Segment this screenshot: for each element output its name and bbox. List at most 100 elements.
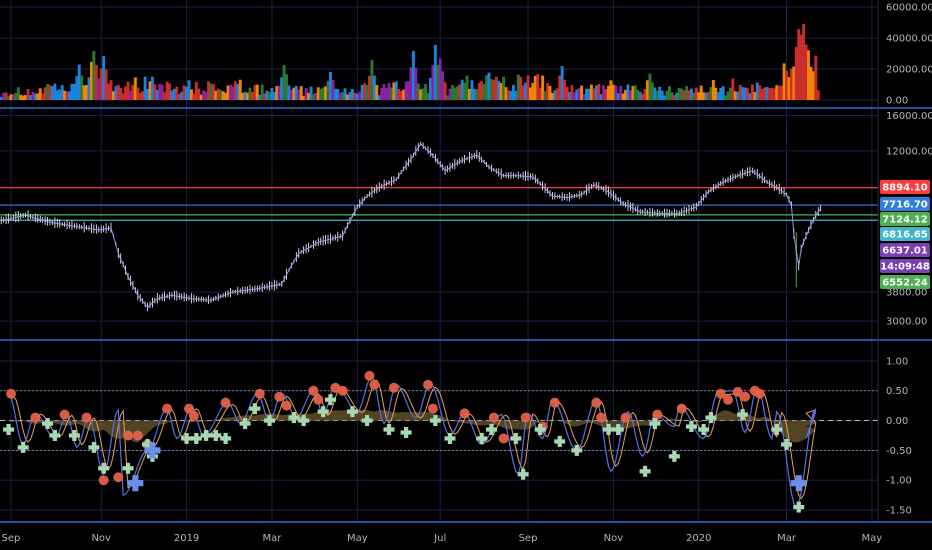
volume-bar <box>346 94 350 100</box>
oscillator-red-dot <box>676 403 687 414</box>
volume-bar <box>294 85 298 100</box>
oscillator-green-cross <box>705 412 717 424</box>
volume-bar <box>238 79 242 100</box>
volume-bar <box>375 84 379 100</box>
oscillator-red-dot <box>723 394 734 405</box>
volume-bar <box>197 88 201 100</box>
volume-bar <box>677 87 681 100</box>
volume-bar <box>565 86 569 100</box>
volume-bar <box>429 77 432 100</box>
oscillator-green-cross <box>698 424 710 436</box>
volume-bar <box>48 85 52 100</box>
oscillator-red-dot <box>281 400 292 411</box>
volume-tick-label: 0.00 <box>886 96 908 107</box>
volume-bar <box>53 83 57 100</box>
oscillator-blue-cross <box>790 475 807 492</box>
volume-bar <box>646 80 649 100</box>
volume-bar <box>109 80 113 100</box>
volume-bar <box>287 85 291 100</box>
volume-bar <box>487 72 491 100</box>
oscillator-green-cross <box>781 438 793 450</box>
oscillator-green-cross <box>603 424 615 436</box>
volume-bar <box>719 88 723 100</box>
volume-bar <box>272 92 276 100</box>
volume-bar <box>41 93 45 100</box>
volume-bar <box>480 81 484 100</box>
oscillator-blue-cross <box>127 475 144 492</box>
oscillator-green-cross <box>793 501 805 513</box>
volume-bar <box>738 84 742 100</box>
volume-bar <box>668 86 671 100</box>
volume-bar <box>768 87 771 100</box>
volume-bar <box>116 84 120 100</box>
volume-bar <box>455 86 459 100</box>
volume-bar <box>616 93 620 100</box>
volume-bar <box>785 70 789 100</box>
volume-bar <box>104 69 108 100</box>
oscillator-green-cross <box>239 418 251 430</box>
volume-bar <box>711 80 715 100</box>
volume-bar <box>521 85 525 100</box>
price-tag: 14:09:48 <box>880 259 930 273</box>
volume-bar <box>511 84 515 100</box>
volume-bar <box>321 87 325 100</box>
volume-bar <box>397 89 401 100</box>
volume-bar <box>65 91 69 100</box>
volume-bar <box>89 61 93 100</box>
volume-bar <box>736 91 740 100</box>
oscillator-green-cross <box>554 435 566 447</box>
volume-bar <box>463 82 467 100</box>
volume-bar <box>460 79 464 100</box>
volume-bar <box>285 74 289 100</box>
oscillator-green-cross <box>346 406 358 418</box>
volume-bar <box>687 90 691 100</box>
volume-bar <box>411 50 415 100</box>
volume-bar <box>21 95 25 100</box>
oscillator-green-cross <box>571 444 583 456</box>
oscillator-green-cross <box>68 429 80 441</box>
volume-bar <box>111 91 115 100</box>
oscillator-green-cross <box>383 424 395 436</box>
oscillator-tick-label: 0.50 <box>886 386 908 397</box>
price-pane <box>0 141 878 312</box>
volume-bar <box>270 88 274 100</box>
volume-bar <box>72 83 76 100</box>
oscillator-blue-cross <box>144 442 161 459</box>
x-tick-label: 2020 <box>686 533 711 544</box>
volume-bar <box>765 86 769 100</box>
volume-bar <box>470 80 474 100</box>
volume-bar <box>746 88 749 100</box>
oscillator-red-dot <box>498 433 509 444</box>
volume-bar <box>302 96 306 100</box>
volume-bar <box>121 93 125 100</box>
volume-bar <box>699 85 703 100</box>
volume-bar <box>55 90 59 100</box>
oscillator-red-dot <box>388 382 399 393</box>
price-tag: 6552.24 <box>880 275 930 289</box>
volume-bar <box>387 82 391 100</box>
oscillator-red-dot <box>596 412 607 423</box>
oscillator-green-cross <box>200 429 212 441</box>
volume-bar <box>29 95 32 100</box>
volume-bar <box>680 88 684 100</box>
volume-bar <box>380 88 384 100</box>
volume-bar <box>158 84 162 100</box>
volume-bar <box>572 92 576 100</box>
volume-bar <box>365 85 369 100</box>
price-tag: 6816.65 <box>880 227 930 241</box>
oscillator-green-cross <box>685 421 697 433</box>
volume-bar <box>136 87 140 100</box>
oscillator-green-cross <box>3 424 15 436</box>
oscillator-green-cross <box>429 415 441 427</box>
volume-bar <box>138 92 142 100</box>
volume-bar <box>97 78 101 100</box>
oscillator-red-dot <box>220 397 231 408</box>
oscillator-red-dot <box>369 379 380 390</box>
price-tag: 8894.10 <box>880 180 930 194</box>
volume-bar <box>177 93 181 100</box>
oscillator-green-cross <box>288 412 300 424</box>
volume-bar <box>314 93 318 100</box>
oscillator-red-dot <box>591 397 602 408</box>
oscillator-green-cross <box>142 438 154 450</box>
volume-bar <box>155 89 159 100</box>
